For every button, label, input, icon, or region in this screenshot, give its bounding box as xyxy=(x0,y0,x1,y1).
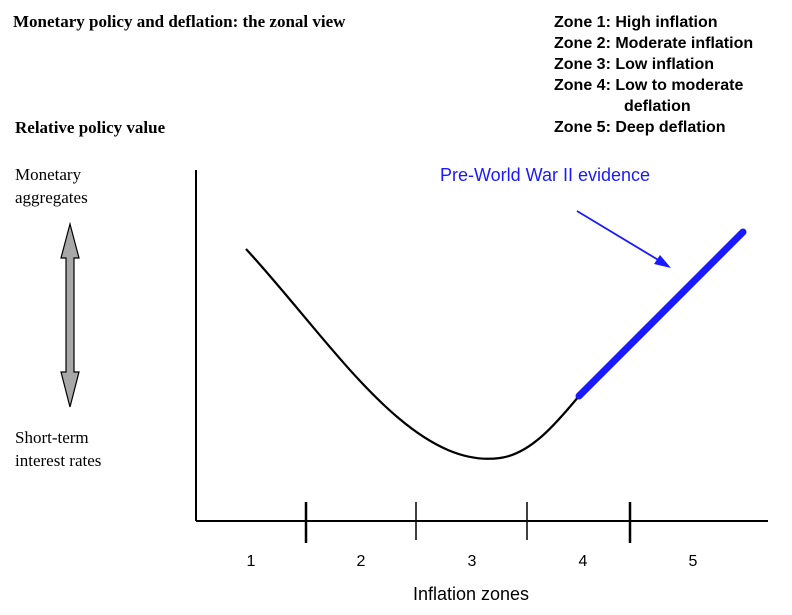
legend-item-zone-1: Zone 1: High inflation xyxy=(554,14,718,31)
page-title: Monetary policy and deflation: the zonal… xyxy=(13,12,346,31)
zone-label-2: 2 xyxy=(357,553,366,570)
zone-label-4: 4 xyxy=(579,553,588,570)
legend-item-zone-3: Zone 3: Low inflation xyxy=(554,56,714,73)
y-axis-title: Relative policy value xyxy=(15,118,166,137)
y-axis-top-label-line2: aggregates xyxy=(15,188,88,207)
y-axis-bottom-label-line2: interest rates xyxy=(15,451,102,470)
legend-item-zone-5: Zone 5: Deep deflation xyxy=(554,119,726,136)
double-headed-arrow-icon xyxy=(60,221,80,408)
zone-label-3: 3 xyxy=(468,553,477,570)
y-axis-bottom-label-line1: Short-term xyxy=(15,428,89,447)
zone-legend: Zone 1: High inflation Zone 2: Moderate … xyxy=(554,12,753,138)
policy-curve xyxy=(245,248,580,460)
legend-item-zone-4: Zone 4: Low to moderate xyxy=(554,77,744,94)
zone-label-1: 1 xyxy=(247,553,256,570)
y-axis-bottom-label: Short-term interest rates xyxy=(15,426,101,472)
legend-item-zone-4-cont: deflation xyxy=(624,98,691,115)
x-axis-title: Inflation zones xyxy=(413,584,529,604)
pre-wwii-highlight-segment xyxy=(575,228,747,400)
y-axis-top-label-line1: Monetary xyxy=(15,165,82,184)
y-axis-top-label: Monetary aggregates xyxy=(15,163,88,209)
zone-label-5: 5 xyxy=(689,553,698,570)
legend-item-zone-2: Zone 2: Moderate inflation xyxy=(554,35,754,52)
pre-wwii-annotation: Pre-World War II evidence xyxy=(440,165,651,185)
annotation-arrowhead-icon xyxy=(654,255,671,268)
annotation-arrow-line xyxy=(576,210,661,262)
